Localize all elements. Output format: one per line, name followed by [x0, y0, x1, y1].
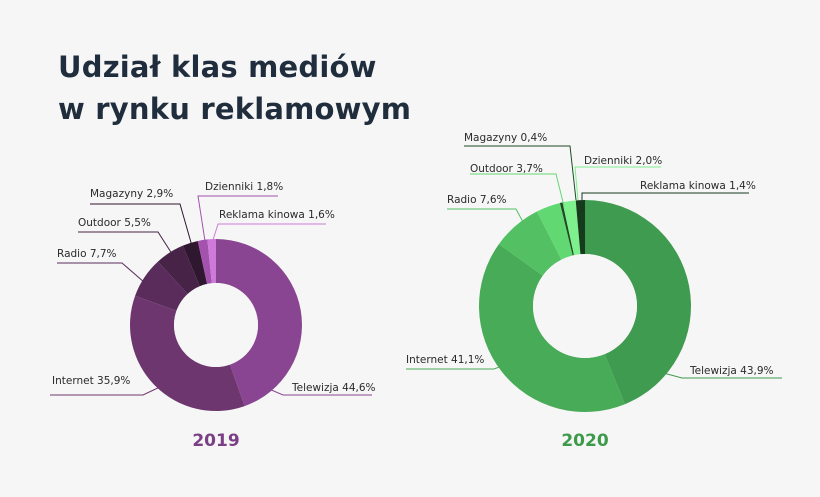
- slice-telewizja: [216, 239, 302, 407]
- slice-magazyny: [182, 240, 208, 287]
- leader-line: [90, 203, 193, 247]
- slice-label: Dzienniki 2,0%: [584, 155, 662, 167]
- slice-label: Magazyny 0,4%: [464, 132, 547, 144]
- page-title: Udział klas mediów w rynku reklamowym: [58, 46, 411, 130]
- slice-magazyny: [559, 202, 574, 256]
- slice-outdoor: [157, 245, 200, 295]
- slice-internet: [130, 295, 245, 411]
- leader-line: [78, 231, 177, 261]
- slice-label: Magazyny 2,9%: [90, 188, 173, 200]
- slice-label: Telewizja 44,6%: [291, 382, 376, 394]
- slice-label: Reklama kinowa 1,4%: [640, 180, 756, 192]
- leader-line: [574, 166, 661, 201]
- slice-label: Outdoor 3,7%: [470, 163, 543, 175]
- leader-line: [447, 208, 524, 223]
- slice-label: Outdoor 5,5%: [78, 217, 151, 229]
- slice-radio: [498, 211, 562, 276]
- slice-label: Internet 41,1%: [406, 354, 484, 366]
- donut-hole: [174, 283, 258, 367]
- leader-line: [581, 192, 749, 200]
- slice-radio: [135, 261, 188, 311]
- chart-year-title: 2020: [561, 431, 608, 451]
- slice-telewizja: [585, 200, 691, 405]
- title-line-2: w rynku reklamowym: [58, 92, 412, 126]
- slice-label: Radio 7,7%: [57, 248, 117, 260]
- slice-reklama: [575, 200, 585, 255]
- leader-line: [406, 357, 525, 370]
- slice-dzienniki: [197, 239, 212, 284]
- slice-label: Radio 7,6%: [447, 194, 507, 206]
- leader-line: [470, 173, 565, 207]
- leader-line: [50, 385, 163, 396]
- slice-internet: [479, 244, 625, 412]
- title-line-1: Udział klas mediów: [58, 50, 377, 84]
- slice-outdoor: [536, 203, 573, 260]
- chart-year-title: 2019: [192, 431, 239, 451]
- donut-chart-2020: Telewizja 43,9% Internet 41,1% Radio 7,6% O…: [406, 132, 782, 451]
- leader-line: [57, 262, 153, 290]
- leader-line: [261, 385, 372, 396]
- leader-line: [212, 223, 326, 241]
- slice-dzienniki: [562, 200, 581, 256]
- slice-label: Dzienniki 1,8%: [205, 181, 283, 193]
- slice-label: Internet 35,9%: [52, 375, 130, 387]
- leader-line: [644, 367, 782, 379]
- donut-hole: [533, 254, 637, 358]
- leader-line: [197, 195, 278, 242]
- donut-chart-2019: Telewizja 44,6% Internet 35,9% Radio 7,7% O…: [50, 181, 376, 451]
- slice-label: Telewizja 43,9%: [689, 365, 774, 377]
- slice-reklama: [207, 239, 216, 284]
- leader-line: [464, 145, 577, 201]
- slice-label: Reklama kinowa 1,6%: [219, 209, 335, 221]
